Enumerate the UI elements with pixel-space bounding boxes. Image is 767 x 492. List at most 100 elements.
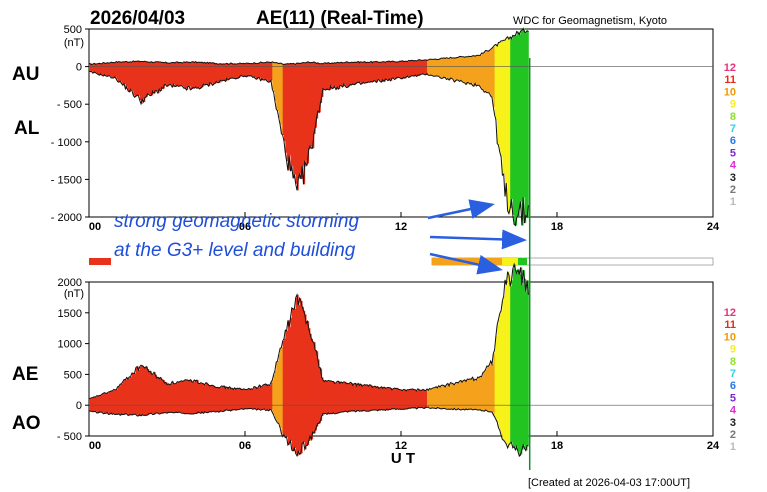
ae-ao-fill-strip (151, 374, 154, 414)
au-al-fill-strip (384, 61, 386, 82)
au-al-fill-strip (233, 64, 235, 79)
ae-ao-fill-strip (215, 387, 217, 413)
au-al-fill-strip (151, 61, 154, 96)
au-al-fill-strip (168, 63, 170, 86)
ae-ao-fill-strip (514, 264, 516, 447)
ae-ao-fill-strip (433, 387, 436, 409)
au-al-ytick-label: - 1500 (51, 174, 82, 186)
au-al-fill-strip (157, 61, 160, 94)
au-al-fill-strip (258, 63, 260, 78)
ae-ao-fill-strip (297, 294, 299, 456)
au-al-fill-strip (330, 63, 333, 86)
ae-ao-fill-strip (199, 383, 202, 413)
ae-ao-fill-strip (437, 388, 440, 408)
ae-ao-unit-label: (nT) (64, 288, 84, 300)
ae-ao-fill-strip (190, 379, 193, 414)
ae-ao-fill-strip (156, 378, 159, 413)
au-al-fill-strip (138, 60, 141, 96)
ae-ao-fill-strip (299, 298, 302, 455)
au-al-fill-strip (324, 62, 326, 90)
ae-ao-fill-strip (193, 382, 195, 415)
ae-ao-xtick-label: 00 (89, 440, 101, 452)
ae-ao-fill-strip (428, 390, 430, 407)
ae-ao-fill-strip (285, 330, 287, 438)
au-al-fill-strip (216, 63, 219, 82)
au-al-fill-strip (95, 64, 98, 73)
au-al-fill-strip (134, 61, 137, 98)
au-al-fill-strip (488, 51, 490, 93)
ae-ao-fill-strip (365, 385, 368, 412)
au-al-fill-strip (403, 61, 406, 78)
ae-ao-fill-strip (113, 389, 116, 414)
ae-ao-fill-strip (401, 389, 403, 410)
station-scale-number: 1 (730, 196, 736, 208)
ae-ao-fill-strip (359, 385, 362, 412)
au-al-fill-strip (242, 63, 245, 77)
au-al-fill-strip (304, 62, 307, 161)
au-al-fill-strip (161, 62, 164, 88)
ae-ao-fill-strip (463, 380, 466, 410)
au-al-fill-strip (137, 61, 139, 96)
ae-ao-fill-strip (142, 365, 144, 415)
ae-ao-fill-strip (508, 274, 511, 445)
ae-ao-fill-strip (90, 398, 92, 412)
series-label-ae: AE (12, 364, 38, 385)
ae-ao-fill-strip (208, 384, 211, 413)
ae-ao-fill-strip (178, 382, 181, 413)
au-al-fill-strip (429, 59, 432, 76)
au-al-fill-strip (295, 64, 298, 184)
station-scale-number: 8 (730, 356, 736, 368)
au-al-fill-strip (202, 62, 204, 87)
au-al-fill-strip (271, 62, 273, 81)
au-al-fill-strip (147, 61, 150, 94)
ae-ao-fill-strip (117, 386, 120, 415)
au-al-fill-strip (178, 62, 181, 87)
ae-ao-fill-strip (391, 389, 394, 409)
ae-ao-fill-strip (115, 389, 117, 415)
au-al-fill-strip (346, 61, 349, 88)
au-al-fill-strip (477, 55, 480, 86)
ae-ao-fill-strip (133, 373, 135, 415)
ae-ao-fill-strip (89, 398, 91, 411)
ae-ao-fill-strip (410, 389, 412, 409)
au-al-fill-strip (148, 62, 151, 95)
au-al-fill-strip (482, 53, 485, 90)
ae-ao-fill-strip (139, 366, 142, 415)
ae-ao-fill-strip (245, 389, 247, 409)
ae-ao-fill-strip (219, 387, 221, 413)
ae-ao-fill-strip (373, 386, 376, 410)
au-al-fill-strip (276, 62, 278, 110)
au-al-fill-strip (469, 56, 472, 85)
au-al-fill-strip (226, 63, 229, 79)
au-al-fill-strip (438, 59, 441, 77)
au-al-fill-strip (414, 60, 416, 77)
ae-ao-fill-strip (247, 389, 250, 409)
au-al-fill-strip (169, 63, 172, 85)
ae-ao-fill-strip (159, 378, 161, 415)
ae-ao-fill-strip (330, 380, 333, 414)
ae-ao-fill-strip (242, 389, 245, 409)
au-al-fill-strip (447, 58, 450, 79)
ae-ao-fill-strip (304, 314, 307, 450)
ae-ao-fill-strip (518, 269, 520, 452)
au-al-fill-strip (445, 58, 447, 78)
au-al-fill-strip (126, 61, 129, 87)
ae-ao-fill-strip (364, 384, 367, 411)
ae-ao-fill-strip (480, 376, 482, 410)
ae-ao-fill-strip (334, 383, 337, 414)
au-al-fill-strip (389, 61, 391, 80)
ae-ao-fill-strip (414, 389, 416, 408)
au-al-fill-strip (274, 62, 277, 101)
au-al-fill-strip (217, 64, 220, 83)
au-al-fill-strip (388, 61, 390, 81)
station-scale-number: 5 (730, 392, 736, 404)
au-al-fill-strip (360, 61, 363, 85)
au-al-fill-strip (125, 61, 128, 89)
ae-ao-fill-strip (454, 384, 456, 409)
au-al-fill-strip (260, 62, 263, 81)
au-al-fill-strip (362, 62, 364, 84)
ae-ao-fill-strip (238, 388, 241, 410)
station-scale-number: 10 (724, 86, 736, 98)
au-al-fill-strip (433, 59, 436, 77)
au-al-fill-strip (417, 60, 420, 75)
